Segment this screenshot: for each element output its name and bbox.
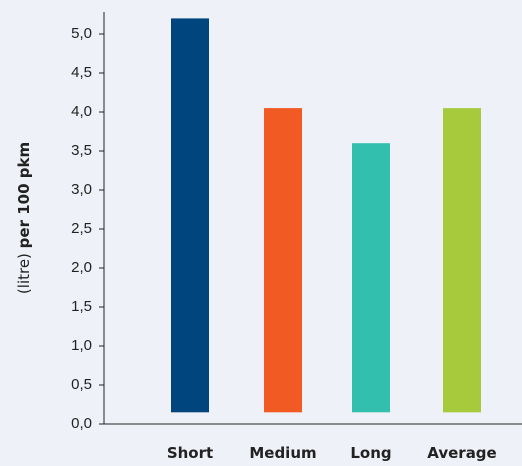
y-tick-label: 0,0 <box>71 415 92 432</box>
category-labels: Short Medium Long Average <box>167 444 497 462</box>
category-label-medium: Medium <box>249 444 316 462</box>
bar-medium <box>264 108 302 413</box>
y-tick-label: 1,0 <box>71 337 92 354</box>
category-label-average: Average <box>427 444 496 462</box>
bar-long <box>352 143 390 413</box>
y-tick-label: 2,0 <box>71 259 92 276</box>
bar-short <box>171 18 209 413</box>
y-tick-label: 3,5 <box>71 142 92 159</box>
y-tick-label: 4,5 <box>71 64 92 81</box>
category-label-short: Short <box>167 444 213 462</box>
y-tick-label: 3,0 <box>71 181 92 198</box>
y-ticks: 0,0 0,5 1,0 1,5 2,0 2,5 3,0 3,5 4,0 4,5 5,0 <box>71 25 104 432</box>
y-tick-label: 0,5 <box>71 376 92 393</box>
bar-average <box>443 108 481 413</box>
y-tick-label: 1,5 <box>71 298 92 315</box>
y-axis-title-prefix: (litre) <box>15 248 33 294</box>
y-axis-title: (litre) per 100 pkm <box>15 142 33 294</box>
y-tick-label: 2,5 <box>71 220 92 237</box>
y-tick-label: 4,0 <box>71 103 92 120</box>
category-label-long: Long <box>350 444 391 462</box>
y-tick-label: 5,0 <box>71 25 92 42</box>
bars <box>171 18 481 413</box>
y-axis-title-bold: per 100 pkm <box>15 142 33 248</box>
